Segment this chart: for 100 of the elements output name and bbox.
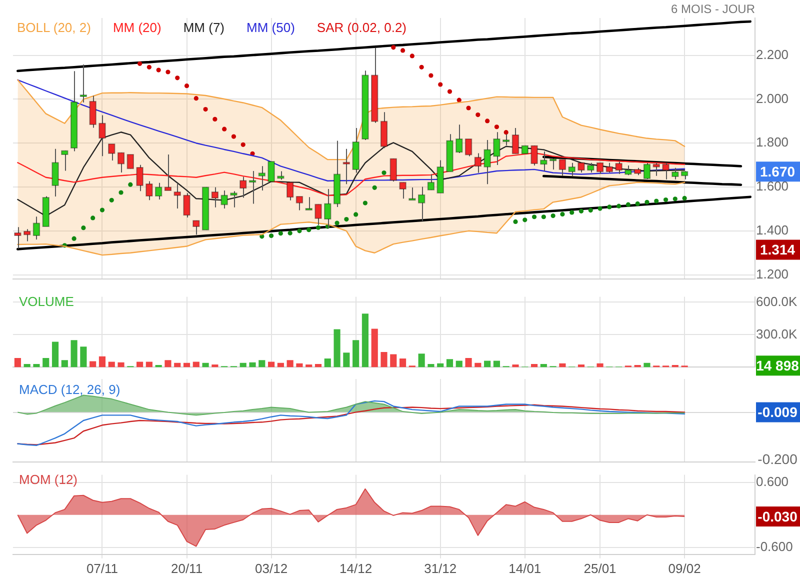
text: MM (20) [112,20,162,35]
bar [212,364,218,368]
text: -0.009 [758,404,798,420]
bar [437,363,444,368]
x-tick-label: 31/12 [424,560,457,576]
y-tick-label: 1.800 [756,134,789,150]
y-tick-label: 0.600 [756,474,789,489]
candlestick [408,186,416,201]
candlestick [89,95,96,128]
candlestick [136,164,144,192]
chart-subtitle: 6 MOIS - JOUR [670,2,755,16]
x-tick-label: 03/12 [255,560,288,576]
candlestick [624,165,632,176]
bar [578,364,585,368]
x-tick-label: 14/12 [340,560,372,576]
bar [314,364,322,368]
bar [474,362,482,368]
bar [343,352,350,368]
x-tick-label: 25/01 [584,560,616,576]
bar [512,364,519,368]
bar [390,354,397,368]
bar [42,358,50,368]
annotation: 14 898 [756,357,800,374]
bar [306,364,312,368]
bar [286,360,294,368]
annotation: 1.670 [760,164,796,180]
candlestick [314,204,322,226]
chart-title: MOM (12) [19,472,78,487]
bar [446,359,454,368]
candlestick [390,158,397,182]
text: BOLL (20, 2) [17,20,91,35]
bar [530,364,538,368]
bar [559,363,566,368]
bar [33,364,40,368]
bar [371,328,378,368]
bar [465,358,472,368]
annotation: -0.030 [758,508,798,524]
bar [90,361,96,368]
candlestick [240,176,247,198]
y-tick-label: -0.600 [756,538,793,554]
y-tick-label: 2.000 [756,90,789,106]
candlestick [342,148,350,185]
candlestick [211,186,219,208]
y-tick-label: 1.200 [756,266,789,282]
candlestick [399,182,406,200]
candlestick [183,192,190,218]
candlestick [305,196,312,211]
bar [14,358,21,368]
candlestick [258,166,266,192]
candlestick [32,216,40,240]
candlestick [108,143,116,161]
candlestick [286,182,294,201]
chart-title: MACD (12, 26, 9) [19,382,120,397]
candlestick [474,152,482,174]
bar [456,360,462,368]
x-tick-label: 14/01 [508,560,542,576]
bar [352,340,360,368]
y-tick-label: 300.0K [756,326,798,342]
candlestick [464,138,472,157]
bar [98,356,106,368]
candlestick [427,174,435,190]
candlestick [268,161,275,182]
bar [296,363,303,368]
chart-title: VOLUME [19,294,74,309]
bar [192,362,200,368]
candlestick [493,132,500,166]
text: MM (7) [183,20,225,35]
candlestick [192,220,200,236]
bar [428,364,434,368]
y-tick-label: 1.600 [756,178,789,194]
text: MM (50) [246,20,295,35]
bar [249,362,256,368]
bar [61,360,68,368]
candlestick [154,182,162,200]
bar [174,362,181,368]
bar [118,362,124,368]
bar [484,360,491,368]
candlestick [126,154,134,170]
x-tick-label: 09/02 [668,560,701,576]
candlestick [606,162,614,174]
bar [70,340,78,368]
x-tick-label: 20/11 [170,560,203,576]
bar [136,362,144,368]
bar [324,358,331,368]
candlestick [587,162,594,174]
candlestick [456,124,463,154]
bar [24,364,30,368]
bar [644,362,650,368]
candlestick [220,190,228,210]
bar [362,314,369,368]
candlestick [61,150,68,172]
bar [52,342,59,368]
bar [596,363,604,368]
text: -0.200 [758,450,798,467]
candlestick [174,183,181,210]
y-tick-label: 1.400 [756,222,789,238]
series-label: SAR (0.02, 0.2) [316,20,407,35]
bar [380,352,388,368]
candlestick [164,154,172,192]
annotation: 1.314 [760,242,796,258]
